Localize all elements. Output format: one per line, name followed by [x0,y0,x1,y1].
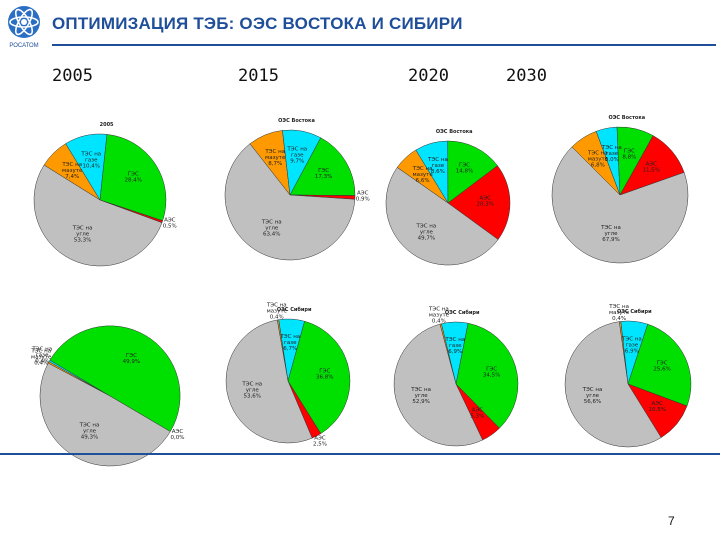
pie-chart-sibir-2030: ТЭС на мазуте 0,4% ТЭС на газе 6,9% ГЭС 25,6% АЭ… [564,304,692,448]
pie-chart-vostok-2005: ТЭС на мазуте 7,4%ТЭС на газе 10,4% ГЭС 28,4% А… [33,122,177,267]
chart-title: ОЭС Востока [608,115,645,121]
chart-title: ОЭС Востока [278,118,315,124]
title-divider [52,44,716,46]
slice-data-label: ТЭС на газе 6,9% [444,337,465,355]
slice-data-label: АЭС 10,5% [648,401,665,413]
year-label-2020: 2020 [408,66,449,86]
pie-slice [455,322,519,429]
slice-data-label: ГЭС 36,8% [316,369,333,381]
slice-data-label: ТЭС на угле 49,7% [416,223,437,241]
slice-data-label: АЭС 0,5% [163,217,177,229]
slice-data-label: ТЭС на угле 53,6% [241,382,262,400]
pie-chart-sibir-2020: ТЭС на мазуте 0,4% ТЭС на газе 6,9% ГЭС 34,5% АЭ… [393,307,519,447]
rosatom-logo-icon: РОСАТОМ [8,6,40,49]
slice-data-label: ТЭС на мазуте 0,4% [266,303,288,321]
pie-chart-vostok-2015: ТЭС на мазуте 8,7%ТЭС на газе 9,7% ГЭС 17,3% АЭ… [224,118,370,261]
slice-data-label: АЭС 11,5% [642,162,659,174]
slice-data-label: ГЭС 17,3% [315,168,332,180]
logo-text: РОСАТОМ [9,43,38,49]
pie-slice [385,167,499,266]
slice-data-label: ТЭС на газе 5,0% [601,145,622,163]
chart-title: ОЭС Сибири [445,309,480,316]
slice-data-label: АЭС 5,3% [470,408,484,420]
page-number: 7 [668,514,675,528]
pie-slice [33,164,163,267]
slice-data-label: ТЭС на угле 56,6% [582,387,603,405]
pie-chart-vostok-2020: ТЭС на мазуте 6,6%ТЭС на газе 8,6% ГЭС 14,8% АЭ… [385,129,511,266]
year-label-2015: 2015 [238,66,279,86]
chart-title: ОЭС Востока [436,129,473,135]
slice-data-label: АЭС 20,3% [476,196,493,208]
slice-data-label: ТЭС на угле 52,9% [410,387,431,405]
slice-data-label: ТЭС на газе 8,6% [427,157,448,175]
page-title: ОПТИМИЗАЦИЯ ТЭБ: ОЭС ВОСТОКА И СИБИРИ [52,14,463,33]
slice-data-label: ГЭС 34,5% [483,366,500,378]
pie-slice [447,165,511,240]
slice-data-label: ТЭС на газе 9,7% [286,147,307,165]
pie-slice [99,134,167,222]
slice-data-label: ГЭС 49,9% [123,353,140,365]
slice-data-label: ТЭС на угле 53,3% [72,226,93,244]
pie-slice [393,323,483,447]
chart-title: 2005 [100,122,114,128]
slice-data-label: ГЭС 25,6% [653,361,670,373]
footer-divider [0,453,720,455]
slice-data-label: ГЭС 28,4% [125,172,142,184]
slice-data-label: АЭС 0,0% [171,429,185,441]
pie-slice [289,137,356,196]
pie-chart-sibir-2005: ТЭС на мазуте 0,4%ТЭС на газе 0,4% ГЭС 49,9% АЭ… [30,325,185,467]
slice-data-label: ТЭС на газе 10,4% [80,151,101,169]
slice-data-label: ТЭС на мазуте 8,7% [264,149,286,167]
chart-title: ОЭС Сибири [277,306,312,313]
slice-data-label: АЭС 0,9% [356,191,370,203]
pie-chart-vostok-2030: ТЭС на мазуте 6,8%ТЭС на газе 5,0%ГЭС 8,8% АЭС… [551,115,689,264]
pie-slice [551,146,689,264]
slice-data-label: ТЭС на мазуте 7,4% [61,162,83,180]
pie-slice [49,325,181,432]
slice-data-label: ТЭС на угле 63,4% [261,220,282,238]
year-label-2030: 2030 [506,66,547,86]
chart-title: ОЭС Сибири [617,308,652,315]
pie-slice [224,143,356,261]
slice-data-label: ГЭС 14,8% [456,163,473,175]
pie-slice [39,362,171,467]
slice-data-label: ТЭС на мазуте 6,8% [587,151,609,169]
pie-slice [225,319,313,444]
slice-data-label: ТЭС на газе 6,9% [621,336,642,354]
slice-data-label: ТЭС на мазуте 0,4% [428,307,450,325]
year-label-2005: 2005 [52,66,93,86]
pie-slice [564,321,662,448]
slice-data-label: ТЭС на газе 6,7% [279,334,300,352]
slice-data-label: ГЭС 8,8% [622,148,636,160]
slice-data-label: АЭС 2,5% [313,436,327,448]
slice-data-label: ТЭС на мазуте 0,4% [608,304,630,322]
slice-data-label: ТЭС на мазуте 6,6% [412,166,434,184]
pie-chart-sibir-2015: ТЭС на мазуте 0,4% ТЭС на газе 6,7% ГЭС 36,8% АЭ… [225,303,351,448]
slice-data-label: ТЭС на угле 49,3% [79,423,100,441]
pie-slice [447,140,498,204]
slice-data-label: ТЭС на угле 67,9% [600,225,621,243]
slice-data-label: ТЭС на газе 0,4% [31,347,52,365]
slice-data-label: ТЭС на мазуте 0,4% [30,348,52,366]
pie-slice [627,323,692,407]
